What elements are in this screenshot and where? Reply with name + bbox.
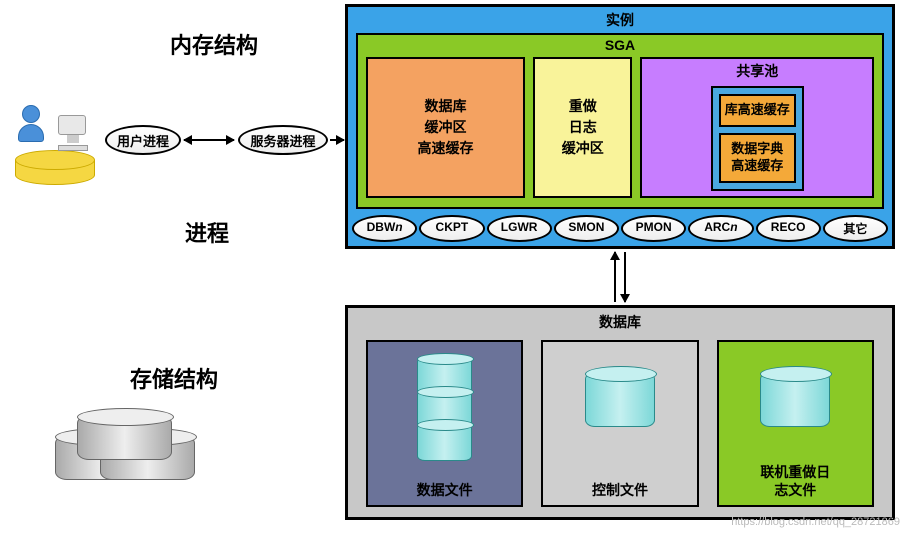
- shared-pool: 共享池 库高速缓存 数据字典 高速缓存: [640, 57, 874, 198]
- data-files-label: 数据文件: [417, 481, 473, 499]
- user-process-oval: 用户进程: [105, 125, 181, 155]
- database-title: 数据库: [348, 308, 892, 336]
- label-memory: 内存结构: [170, 28, 258, 60]
- watermark: https://blog.csdn.net/qq_28721869: [731, 516, 900, 528]
- computer-icon: [58, 115, 88, 151]
- data-files: 数据文件: [366, 340, 523, 507]
- arrow-user-server: [184, 139, 234, 141]
- shared-pool-inner: 库高速缓存 数据字典 高速缓存: [711, 86, 804, 191]
- arrow-server-instance: [330, 139, 344, 141]
- redo-log-files: 联机重做日 志文件: [717, 340, 874, 507]
- redo-log-files-label: 联机重做日 志文件: [760, 463, 830, 499]
- platform-icon: [15, 150, 95, 185]
- label-processes: 进程: [185, 216, 229, 248]
- cylinder-icon: [760, 372, 830, 427]
- sga-title: SGA: [358, 35, 882, 55]
- arrow-instance-db: [606, 252, 636, 302]
- control-files-label: 控制文件: [592, 481, 648, 499]
- proc-reco: RECO: [756, 215, 821, 242]
- redo-log-buffer: 重做 日志 缓冲区: [533, 57, 632, 198]
- instance-box: 实例 SGA 数据库 缓冲区 高速缓存 重做 日志 缓冲区 共享池 库高速缓存 …: [345, 4, 895, 249]
- proc-arcn: ARCn: [688, 215, 753, 242]
- db-buffer-cache: 数据库 缓冲区 高速缓存: [366, 57, 525, 198]
- shared-pool-title: 共享池: [736, 61, 778, 82]
- proc-dbwn: DBWn: [352, 215, 417, 242]
- sga-box: SGA 数据库 缓冲区 高速缓存 重做 日志 缓冲区 共享池 库高速缓存 数据字…: [356, 33, 884, 209]
- process-row: DBWn CKPT LGWR SMON PMON ARCn RECO 其它: [352, 215, 888, 242]
- proc-lgwr: LGWR: [487, 215, 552, 242]
- proc-other: 其它: [823, 215, 888, 242]
- cylinder-icon: [585, 372, 655, 427]
- proc-smon: SMON: [554, 215, 619, 242]
- control-files: 控制文件: [541, 340, 698, 507]
- cylinder-icon: [417, 352, 472, 461]
- library-cache: 库高速缓存: [719, 94, 796, 127]
- dict-cache: 数据字典 高速缓存: [719, 133, 796, 183]
- person-icon: [22, 105, 44, 142]
- instance-title: 实例: [348, 7, 892, 31]
- proc-ckpt: CKPT: [419, 215, 484, 242]
- proc-pmon: PMON: [621, 215, 686, 242]
- database-box: 数据库 数据文件 控制文件 联机重做日 志文件: [345, 305, 895, 520]
- label-storage: 存储结构: [130, 362, 218, 394]
- server-process-oval: 服务器进程: [238, 125, 328, 155]
